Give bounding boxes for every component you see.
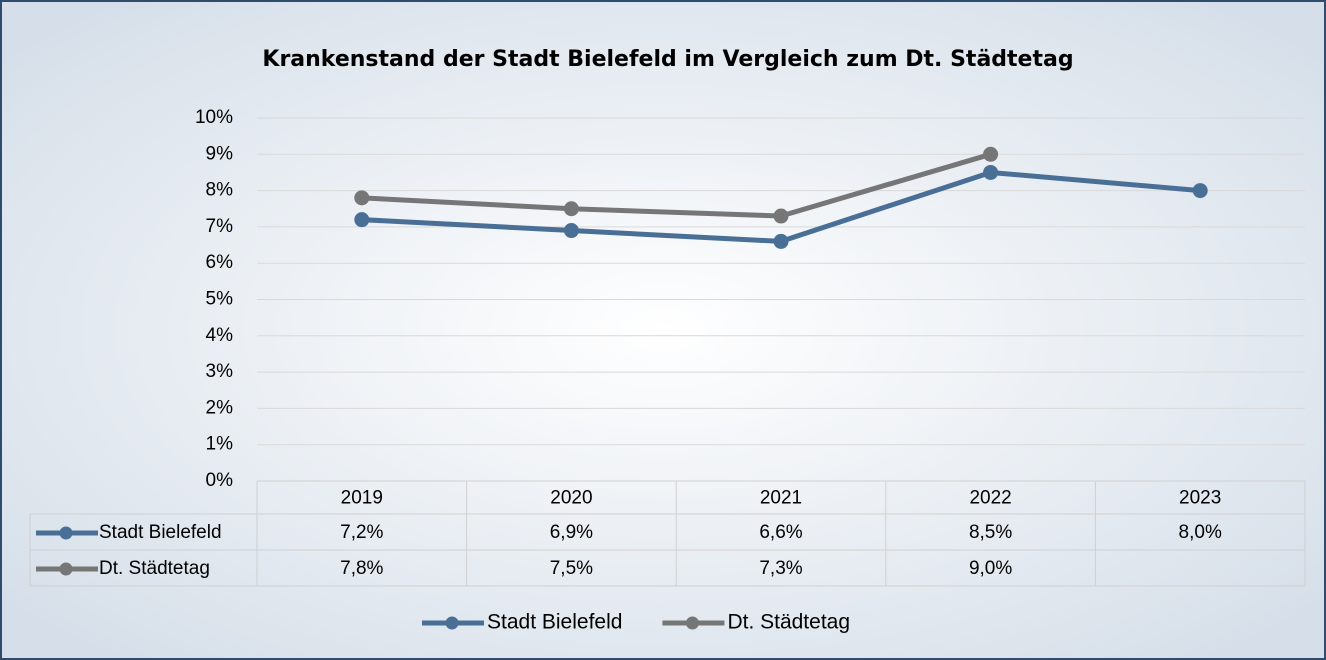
- x-tick-label: 2021: [760, 488, 802, 509]
- data-label: 8,0%: [1179, 522, 1222, 543]
- data-point: [354, 190, 370, 206]
- y-tick-label: 2%: [206, 397, 234, 418]
- chart-title: Krankenstand der Stadt Bielefeld im Verg…: [262, 47, 1073, 72]
- data-point: [563, 201, 579, 217]
- y-tick-label: 6%: [206, 252, 234, 273]
- y-tick-label: 1%: [206, 434, 234, 455]
- legend-key-marker: [445, 616, 459, 630]
- table-legend-key-marker: [59, 526, 73, 540]
- y-tick-label: 5%: [206, 289, 234, 310]
- data-label: 6,9%: [550, 522, 593, 543]
- data-label: 7,2%: [340, 522, 383, 543]
- data-point: [563, 223, 579, 239]
- y-tick-label: 8%: [206, 180, 234, 201]
- x-tick-label: 2019: [341, 488, 383, 509]
- table-legend-key-marker: [59, 562, 73, 576]
- data-point: [983, 146, 999, 162]
- data-label: 9,0%: [969, 558, 1012, 579]
- x-tick-label: 2022: [969, 488, 1011, 509]
- data-label: 6,6%: [759, 522, 802, 543]
- data-label: 7,8%: [340, 558, 383, 579]
- data-label: 8,5%: [969, 522, 1012, 543]
- y-tick-label: 4%: [206, 325, 234, 346]
- table-series-name: Dt. Städtetag: [99, 558, 210, 579]
- x-tick-label: 2023: [1179, 488, 1221, 509]
- y-tick-label: 7%: [206, 216, 234, 237]
- y-tick-label: 3%: [206, 361, 234, 382]
- series-line: [361, 151, 992, 219]
- data-point: [1192, 183, 1208, 199]
- y-tick-label: 9%: [206, 143, 234, 164]
- y-tick-label: 10%: [195, 107, 233, 128]
- legend-label: Stadt Bielefeld: [487, 611, 622, 634]
- data-label: 7,5%: [550, 558, 593, 579]
- x-tick-label: 2020: [550, 488, 592, 509]
- y-tick-label: 0%: [206, 470, 234, 491]
- data-point: [773, 208, 789, 224]
- data-point: [983, 164, 999, 180]
- data-label: 7,3%: [759, 558, 802, 579]
- table-series-name: Stadt Bielefeld: [99, 522, 222, 543]
- data-point: [773, 233, 789, 249]
- data-point: [354, 212, 370, 228]
- legend-key-marker: [685, 616, 699, 630]
- legend-label: Dt. Städtetag: [727, 611, 850, 634]
